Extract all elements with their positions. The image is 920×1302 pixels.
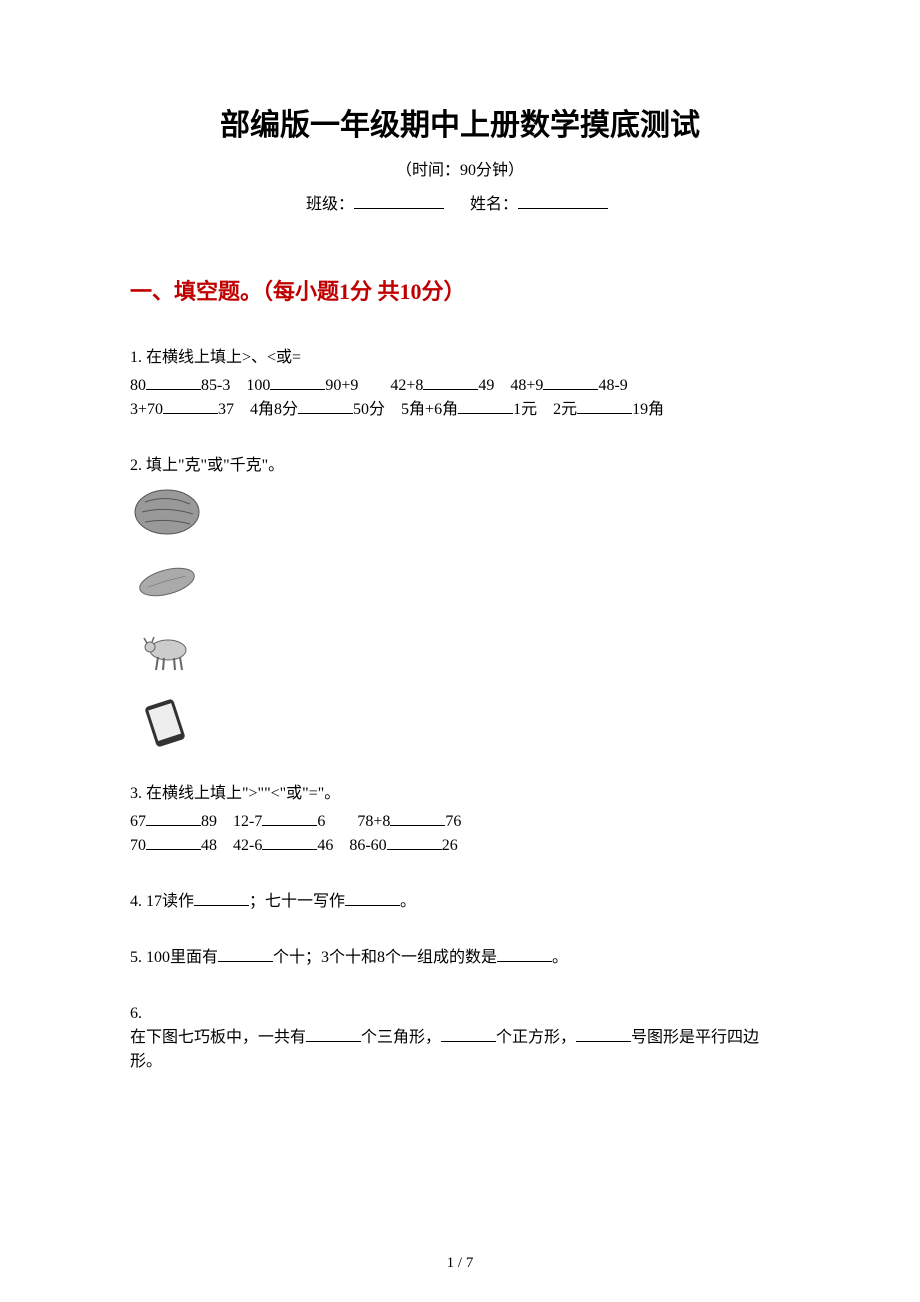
question-1: 1. 在横线上填上>、<或= 80 85-3 100 90+9 42+8 49 48+… (130, 346, 790, 422)
question-6: 6. 在下图七巧板中，一共有个三角形，个正方形，号图形是平行四边形。 (130, 1002, 790, 1074)
q3-l2-p3: 26 (442, 837, 458, 854)
q3-blank[interactable] (262, 849, 317, 850)
q1-blank[interactable] (458, 413, 513, 414)
q3-blank[interactable] (146, 849, 201, 850)
question-2: 2. 填上"克"或"千克"。 (130, 454, 790, 750)
q4-part-c: 。 (400, 893, 416, 910)
student-form: 班级： 姓名： (130, 190, 790, 214)
q5-blank[interactable] (497, 961, 552, 962)
q1-l2-p2: 50分 5角+6角 (353, 401, 458, 418)
name-label: 姓名： (470, 196, 518, 213)
q2-image-phone (130, 692, 790, 750)
q6-part-b: 个三角形， (361, 1029, 441, 1046)
q1-l2-p4: 19角 (632, 401, 664, 418)
q1-l2-p1: 37 4角8分 (218, 401, 298, 418)
q5-blank[interactable] (218, 961, 273, 962)
q3-l2-p1: 48 42-6 (201, 837, 262, 854)
question-3: 3. 在横线上填上">""<"或"="。 67 89 12-7 6 78+8 76 7… (130, 782, 790, 858)
q3-l2-p0: 70 (130, 837, 146, 854)
q1-blank[interactable] (577, 413, 632, 414)
q1-blank[interactable] (298, 413, 353, 414)
q3-blank[interactable] (146, 825, 201, 826)
q4-part-a: 4. 17读作 (130, 893, 194, 910)
section-1-header: 一、填空题。（每小题1分 共10分） (130, 274, 790, 306)
q1-l2-p3: 1元 2元 (513, 401, 577, 418)
name-blank[interactable] (518, 208, 608, 209)
document-title: 部编版一年级期中上册数学摸底测试 (130, 100, 790, 144)
q1-blank[interactable] (270, 389, 325, 390)
q2-prompt: 2. 填上"克"或"千克"。 (130, 454, 790, 478)
q3-l1-p2: 6 78+8 (317, 813, 390, 830)
q5-part-b: 个十；3个十和8个一组成的数是 (273, 949, 497, 966)
q4-part-b: ；七十一写作 (249, 893, 345, 910)
q6-num: 6. (130, 1002, 790, 1026)
page-number: 1 / 7 (0, 1255, 920, 1272)
q1-blank[interactable] (423, 389, 478, 390)
q1-blank[interactable] (146, 389, 201, 390)
q6-part-c: 个正方形， (496, 1029, 576, 1046)
class-blank[interactable] (354, 208, 444, 209)
q3-l1-p3: 76 (445, 813, 461, 830)
q1-l1-p4: 48-9 (598, 377, 627, 394)
q1-l1-p2: 90+9 42+8 (325, 377, 423, 394)
question-4: 4. 17读作 ；七十一写作 。 (130, 890, 790, 914)
q3-blank[interactable] (262, 825, 317, 826)
q1-blank[interactable] (543, 389, 598, 390)
q3-line2: 70 48 42-6 46 86-60 26 (130, 834, 790, 858)
q3-blank[interactable] (387, 849, 442, 850)
question-5: 5. 100里面有 个十；3个十和8个一组成的数是 。 (130, 946, 790, 970)
q3-l2-p2: 46 86-60 (317, 837, 386, 854)
q1-l2-p0: 3+70 (130, 401, 163, 418)
q2-image-watermelon (130, 482, 790, 540)
q1-l1-p0: 80 (130, 377, 146, 394)
q3-blank[interactable] (390, 825, 445, 826)
q4-blank[interactable] (345, 905, 400, 906)
class-label: 班级： (306, 196, 354, 213)
q1-blank[interactable] (163, 413, 218, 414)
q6-blank[interactable] (306, 1041, 361, 1042)
q5-part-c: 。 (552, 949, 568, 966)
q1-l1-p1: 85-3 100 (201, 377, 270, 394)
q6-blank[interactable] (576, 1041, 631, 1042)
q3-l1-p0: 67 (130, 813, 146, 830)
q1-line1: 80 85-3 100 90+9 42+8 49 48+9 48-9 (130, 374, 790, 398)
q6-blank[interactable] (441, 1041, 496, 1042)
time-label: （时间：90分钟） (130, 156, 790, 180)
q2-image-goat (130, 622, 790, 680)
q3-prompt: 3. 在横线上填上">""<"或"="。 (130, 782, 790, 806)
q6-part-a: 在下图七巧板中，一共有 (130, 1029, 306, 1046)
q1-line2: 3+70 37 4角8分 50分 5角+6角 1元 2元 19角 (130, 398, 790, 422)
q5-part-a: 5. 100里面有 (130, 949, 218, 966)
q1-l1-p3: 49 48+9 (478, 377, 543, 394)
q4-blank[interactable] (194, 905, 249, 906)
q2-image-vegetable (130, 552, 790, 610)
q1-prompt: 1. 在横线上填上>、<或= (130, 346, 790, 370)
q3-line1: 67 89 12-7 6 78+8 76 (130, 810, 790, 834)
q3-l1-p1: 89 12-7 (201, 813, 262, 830)
